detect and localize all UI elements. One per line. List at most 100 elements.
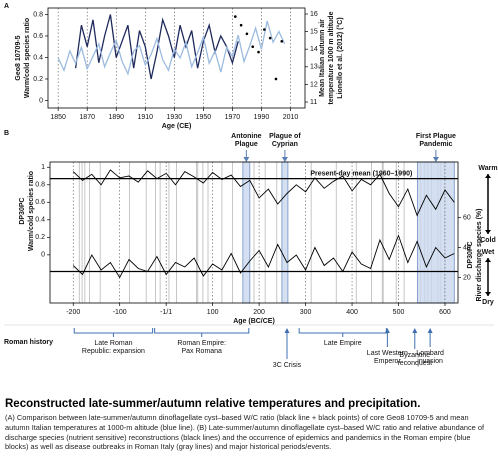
x-tick-label: 1870 bbox=[79, 114, 95, 121]
plague-arrowhead bbox=[281, 157, 288, 162]
period-label: Republic: expansion bbox=[82, 348, 145, 355]
y2-tick-label: 12 bbox=[310, 81, 318, 88]
y-tick-label: 0.2 bbox=[33, 76, 43, 83]
reference-label: Present-day mean (1960–1990) bbox=[310, 170, 412, 177]
event-arrowhead bbox=[284, 328, 290, 333]
event-label: invasion bbox=[417, 358, 443, 365]
period-label: Pax Romana bbox=[181, 348, 222, 355]
y2-tick-label: 13 bbox=[310, 64, 318, 71]
x-tick-label: 100 bbox=[207, 309, 219, 316]
plague-label: Plague bbox=[235, 141, 258, 148]
event-arrowhead bbox=[427, 328, 433, 333]
caption-title: Reconstructed late-summer/autumn relativ… bbox=[5, 398, 421, 410]
x-tick-label: 1990 bbox=[254, 114, 270, 121]
climate-arrow-head bbox=[485, 258, 491, 262]
data-point bbox=[245, 32, 249, 36]
plague-block bbox=[281, 161, 289, 304]
x-tick-label: 400 bbox=[346, 309, 358, 316]
plague-label: Cyprian bbox=[272, 141, 298, 148]
period-label: Late Roman bbox=[94, 340, 132, 347]
y-tick-label: 0 bbox=[41, 252, 45, 259]
caption: Reconstructed late-summer/autumn relativ… bbox=[5, 398, 493, 452]
event-arrowhead bbox=[412, 328, 418, 333]
x-tick-label: 1950 bbox=[196, 114, 212, 121]
data-point bbox=[251, 45, 255, 49]
x-tick-label: 1890 bbox=[108, 114, 124, 121]
y-axis-label: DP30PC bbox=[19, 197, 26, 224]
y-tick-label: 0.4 bbox=[33, 54, 43, 61]
x-tick-label: 200 bbox=[253, 309, 265, 316]
data-point bbox=[274, 77, 278, 81]
climate-arrow-head bbox=[485, 174, 491, 178]
y2-tick-label: 20 bbox=[463, 274, 471, 281]
history-label: Roman history bbox=[4, 339, 53, 346]
panel-label: A bbox=[4, 3, 9, 10]
x-tick-label: 300 bbox=[300, 309, 312, 316]
plague-label: Plague of bbox=[269, 133, 301, 140]
data-line bbox=[72, 234, 455, 279]
period-bracket bbox=[73, 328, 154, 337]
y2-tick-label: 40 bbox=[463, 244, 471, 251]
period-bracket bbox=[154, 328, 250, 337]
y-tick-label: 0.8 bbox=[35, 182, 45, 189]
plague-block bbox=[417, 161, 455, 304]
period-label: Roman Empire: bbox=[177, 340, 226, 347]
event-label: Last Western bbox=[367, 350, 408, 357]
figure: A 1850 1870 1890 1910 1930 1950 1970 1990 2010 Age… bbox=[4, 3, 498, 369]
x-tick-label: 2010 bbox=[283, 114, 299, 121]
event-arrowhead bbox=[384, 328, 390, 333]
y-tick-label: 0.6 bbox=[33, 33, 43, 40]
x-tick-label: 500 bbox=[393, 309, 405, 316]
climate-arrow-head bbox=[485, 292, 491, 296]
x-tick-label: 1930 bbox=[167, 114, 183, 121]
data-line bbox=[72, 169, 455, 217]
y2-axis-label: Mean Italian autumn air bbox=[319, 19, 326, 97]
x-axis-label: Age (CE) bbox=[162, 123, 192, 130]
plague-label: Antonine bbox=[231, 133, 261, 140]
plague-label: First Plague bbox=[416, 133, 456, 140]
plot-frame bbox=[49, 161, 459, 304]
data-point bbox=[257, 50, 260, 54]
climate-label: Warm bbox=[478, 165, 497, 172]
y-tick-label: 0.8 bbox=[33, 11, 43, 18]
plague-arrowhead bbox=[432, 157, 439, 162]
data-point bbox=[280, 40, 284, 43]
x-tick-label: -100 bbox=[113, 309, 127, 316]
data-point bbox=[263, 28, 266, 31]
y2-axis-label: River discharge species (%) bbox=[476, 209, 483, 302]
y2-tick-label: 15 bbox=[310, 28, 318, 35]
y-axis-label: Warm/cold species ratio bbox=[28, 171, 35, 251]
y-axis-label: Warm/cold species ratio bbox=[24, 18, 31, 98]
y2-tick-label: 16 bbox=[310, 11, 318, 18]
period-label: Late Empire bbox=[324, 340, 362, 347]
y-tick-label: 0.4 bbox=[35, 217, 45, 224]
x-axis-label: Age (BC/CE) bbox=[233, 318, 275, 325]
climate-arrow-head bbox=[485, 230, 491, 234]
caption-text: (A) Comparison between late-summer/autum… bbox=[5, 413, 485, 452]
event-label: reconquest bbox=[397, 360, 432, 367]
panel-label: B bbox=[4, 130, 9, 137]
x-tick-label: -1/1 bbox=[160, 309, 172, 316]
climate-label: Cold bbox=[480, 237, 496, 244]
data-line bbox=[57, 20, 286, 76]
x-tick-label: 1910 bbox=[137, 114, 153, 121]
data-point bbox=[239, 23, 243, 27]
plague-arrowhead bbox=[243, 157, 250, 162]
period-bracket bbox=[298, 328, 387, 337]
x-tick-label: 1850 bbox=[50, 114, 66, 121]
climate-label: Dry bbox=[482, 299, 494, 306]
y2-tick-label: 14 bbox=[310, 46, 318, 53]
x-tick-label: -200 bbox=[66, 309, 80, 316]
data-point bbox=[234, 15, 237, 18]
y2-tick-label: 60 bbox=[463, 214, 471, 221]
y-tick-label: 0 bbox=[39, 97, 43, 104]
x-tick-label: 1970 bbox=[225, 114, 241, 121]
data-point bbox=[268, 36, 272, 40]
plot-frame bbox=[47, 7, 306, 109]
data-line bbox=[74, 14, 239, 80]
event-label: Byzantine bbox=[399, 352, 430, 359]
event-label: Emperor bbox=[374, 358, 402, 365]
y2-axis-label: Lionello et al. (2012) (°C) bbox=[336, 17, 344, 98]
y-tick-label: 0.6 bbox=[35, 199, 45, 206]
